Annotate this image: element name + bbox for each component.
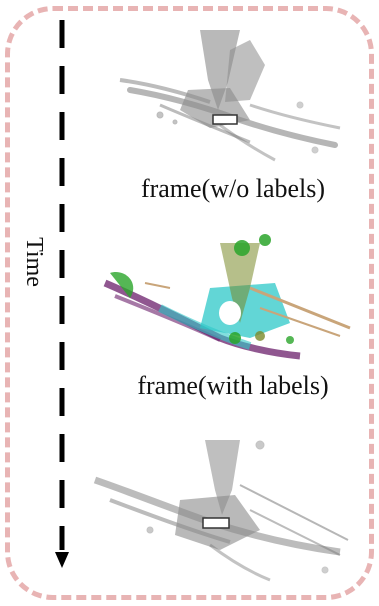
time-arrow-head xyxy=(55,552,69,568)
point-cloud-frame-labeled xyxy=(103,234,351,360)
segment-green xyxy=(110,272,134,298)
ego-vehicle-marker-next xyxy=(202,517,230,529)
segment-tan xyxy=(249,286,351,330)
time-arrow xyxy=(55,20,69,568)
segment-olive xyxy=(220,243,260,323)
ego-vehicle-gap xyxy=(219,301,241,325)
point-cloud-frame-unlabeled-next xyxy=(93,440,349,582)
time-axis-label: Time xyxy=(21,237,47,287)
frame-caption-unlabeled: frame(w/o labels) xyxy=(140,174,326,203)
frame-caption-labeled: frame(with labels) xyxy=(137,371,329,400)
sequence-container-border xyxy=(5,6,374,600)
ego-vehicle-marker xyxy=(212,114,238,125)
point-cloud-frame-unlabeled xyxy=(119,30,341,162)
